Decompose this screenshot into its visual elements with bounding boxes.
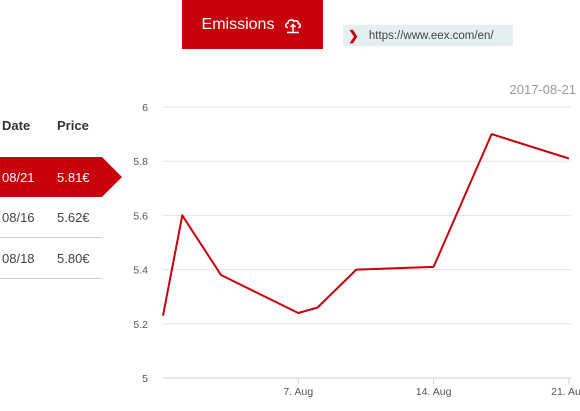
row-price: 5.62€ <box>57 210 90 225</box>
table-header-price: Price <box>57 118 89 133</box>
table-header-date: Date <box>2 118 31 133</box>
tab-emissions-label: Emissions <box>201 15 275 33</box>
tab-emissions[interactable]: Emissions <box>182 0 323 49</box>
cloud-upload-icon <box>283 16 303 34</box>
row-date: 08/21 <box>2 170 35 185</box>
table-row[interactable]: 08/16 5.62€ <box>0 197 102 238</box>
row-date: 08/18 <box>2 251 35 266</box>
x-tick-label: 21. Aug <box>551 386 580 398</box>
y-tick-label: 5 <box>142 373 148 385</box>
x-tick-label: 14. Aug <box>416 386 452 398</box>
y-tick-label: 5.6 <box>133 210 148 222</box>
table-row[interactable]: 08/21 5.81€ <box>0 157 122 197</box>
url-box[interactable]: ❯ https://www.eex.com/en/ <box>343 25 513 46</box>
series-line <box>162 133 570 316</box>
y-tick-label: 5.2 <box>133 319 148 331</box>
row-date: 08/16 <box>2 210 35 225</box>
x-tick-label: 7. Aug <box>283 386 313 398</box>
y-tick-label: 5.4 <box>133 265 148 277</box>
row-price: 5.81€ <box>57 170 90 185</box>
y-tick-label: 5.8 <box>133 156 148 168</box>
url-link[interactable]: https://www.eex.com/en/ <box>368 29 494 42</box>
table-row[interactable]: 08/18 5.80€ <box>0 238 102 279</box>
row-price: 5.80€ <box>57 251 90 266</box>
chevron-right-icon: ❯ <box>348 27 359 43</box>
y-tick-label: 6 <box>142 102 148 114</box>
chart-date-label: 2017-08-21 <box>509 82 577 97</box>
